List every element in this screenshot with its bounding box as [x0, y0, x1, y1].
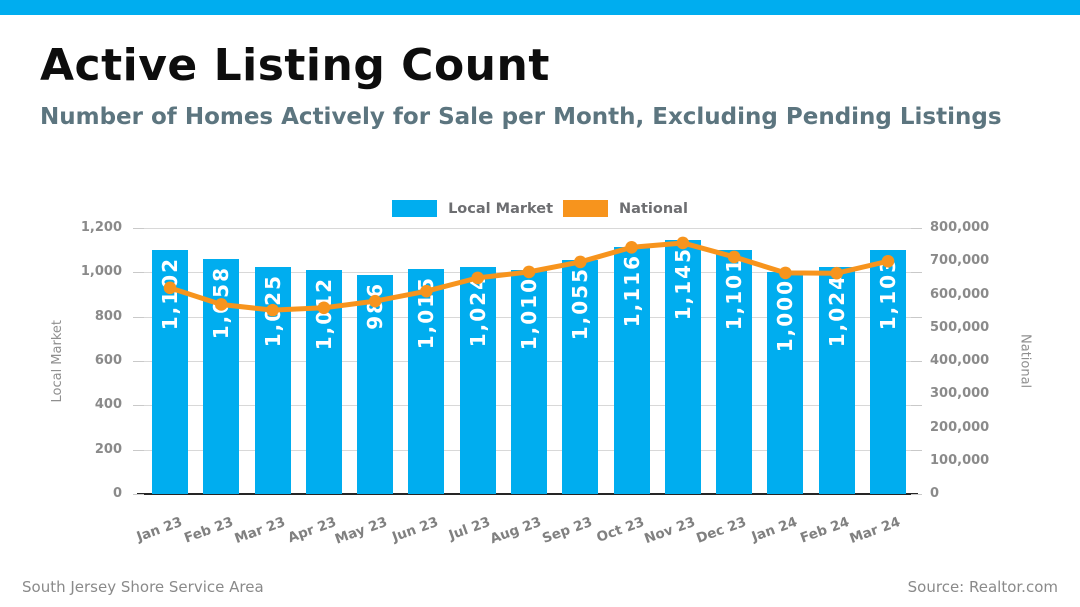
- legend-label: National: [619, 200, 688, 217]
- bar-aug-23: 1,010: [510, 270, 547, 494]
- line-marker: [214, 298, 228, 311]
- line-marker: [625, 240, 638, 254]
- bar-jan-24: 1,000: [767, 272, 804, 494]
- x-axis-tick-label: Nov 23: [642, 514, 698, 548]
- axis-tick-mark: [911, 405, 922, 407]
- x-axis-tick-label: Jul 23: [446, 514, 493, 544]
- x-axis-tick-label: May 23: [333, 514, 390, 548]
- axis-tick-mark: [911, 494, 922, 495]
- x-axis-line: [137, 493, 918, 495]
- legend-item-national: National: [563, 200, 688, 217]
- page-title: Active Listing Count: [40, 40, 550, 91]
- axis-tick-mark: [133, 449, 144, 451]
- x-axis-tick-label: Jan 24: [750, 514, 800, 546]
- line-marker: [522, 265, 536, 279]
- footer-service-area: South Jersey Shore Service Area: [22, 578, 264, 596]
- x-axis-tick-label: Jan 23: [134, 514, 185, 546]
- left-axis-tick-label: 600: [94, 353, 122, 368]
- x-axis-tick-label: Feb 23: [182, 514, 236, 547]
- line-marker: [471, 271, 485, 285]
- axis-tick-mark: [133, 405, 144, 407]
- axis-tick-mark: [911, 316, 922, 318]
- line-marker: [317, 301, 331, 315]
- line-marker: [573, 255, 587, 269]
- line-marker: [779, 266, 792, 280]
- page-subtitle: Number of Homes Actively for Sale per Mo…: [40, 104, 1002, 130]
- x-axis-tick-label: Mar 23: [232, 514, 288, 548]
- national-line-chart: [163, 236, 895, 317]
- right-axis-tick-label: 200,000: [930, 419, 990, 435]
- right-axis-tick-label: 700,000: [930, 253, 990, 269]
- left-axis-tick-label: 1,200: [80, 220, 122, 235]
- right-axis-tick-label: 600,000: [930, 286, 990, 302]
- left-axis-title: Local Market: [49, 319, 65, 403]
- x-axis-tick-label: Dec 23: [694, 514, 749, 547]
- x-axis-tick-label: Feb 24: [797, 514, 852, 547]
- gridline: [140, 228, 915, 229]
- x-axis-tick-label: Apr 23: [285, 514, 339, 547]
- left-axis-tick-labels: 0 200 400 600 800 1,000 1,200: [0, 220, 122, 501]
- axis-tick-mark: [133, 228, 144, 229]
- x-axis-tick-label: Oct 23: [594, 514, 647, 546]
- line-marker: [420, 284, 433, 298]
- x-axis-tick-label: Sep 23: [540, 514, 595, 547]
- x-axis-tick-labels: Jan 23 Feb 23 Mar 23 Apr 23 May 23 Jun 23 Jul …: [135, 504, 915, 564]
- axis-tick-mark: [911, 449, 922, 451]
- line-marker: [368, 294, 382, 308]
- right-axis-tick-label: 400,000: [930, 353, 990, 368]
- legend-swatch: [563, 200, 609, 217]
- x-axis-tick-label: Mar 24: [847, 514, 903, 548]
- line-marker: [266, 303, 279, 317]
- left-axis-tick-label: 800: [94, 308, 122, 324]
- right-axis-tick-label: 500,000: [930, 319, 990, 335]
- x-axis-tick-label: Aug 23: [487, 514, 544, 548]
- legend-item-local-market: Local Market: [392, 200, 553, 217]
- bar-may-23: 986: [357, 275, 394, 494]
- axis-tick-mark: [911, 228, 922, 229]
- bar-jun-23: 1,015: [408, 269, 445, 494]
- bar-nov-23: 1,145: [664, 240, 701, 494]
- line-marker: [881, 254, 895, 268]
- bar-feb-24: 1,024: [818, 267, 855, 494]
- right-axis-tick-label: 800,000: [930, 220, 990, 235]
- left-axis-tick-label: 200: [94, 441, 122, 457]
- axis-tick-mark: [133, 361, 144, 362]
- bar-oct-23: 1,116: [613, 246, 650, 494]
- line-marker: [163, 281, 177, 295]
- x-axis-tick-label: Jun 23: [390, 514, 441, 546]
- bar-mar-24: 1,103: [869, 249, 906, 494]
- left-axis-tick-label: 0: [112, 486, 122, 501]
- right-axis-tick-label: 100,000: [930, 452, 990, 468]
- line-marker: [727, 250, 741, 264]
- left-axis-tick-label: 400: [94, 397, 122, 413]
- left-axis-tick-label: 1,000: [80, 264, 122, 280]
- legend-label: Local Market: [448, 200, 554, 217]
- bar-jul-23: 1,024: [459, 267, 496, 494]
- line-marker: [830, 266, 844, 280]
- right-axis-tick-label: 0: [930, 486, 940, 501]
- bar-dec-23: 1,101: [716, 249, 753, 494]
- axis-tick-mark: [911, 361, 922, 362]
- header-accent-bar: [0, 0, 1080, 15]
- right-axis-title: National: [1017, 333, 1033, 389]
- line-marker: [676, 236, 690, 250]
- axis-tick-mark: [133, 316, 144, 318]
- legend-swatch: [392, 200, 438, 217]
- axis-tick-mark: [911, 272, 922, 274]
- footer-source: Source: Realtor.com: [907, 578, 1058, 596]
- plot-area: 1,1021,0581,0251,0129861,0151,0241,0101,…: [133, 228, 922, 495]
- right-axis-tick-label: 300,000: [930, 386, 990, 402]
- bar-sep-23: 1,055: [562, 260, 599, 494]
- axis-tick-mark: [133, 494, 144, 495]
- right-axis-tick-labels: 0 100,000 200,000 300,000 400,000 500,000 600,…: [930, 220, 1050, 501]
- axis-tick-mark: [133, 272, 144, 274]
- chart-legend: Local Market National: [0, 200, 1080, 217]
